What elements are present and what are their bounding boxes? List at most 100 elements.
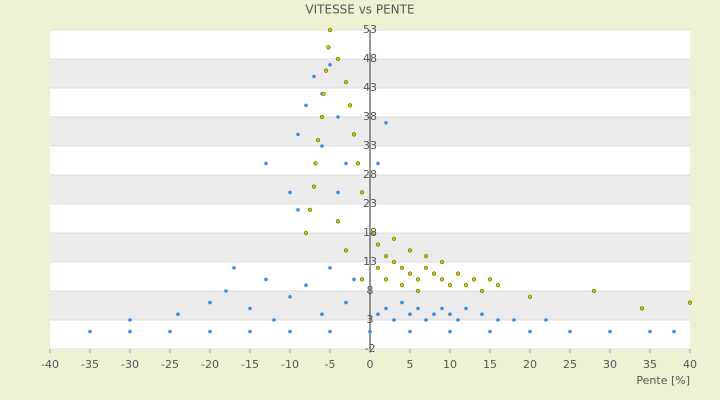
y-tick-label: 13 <box>363 255 377 268</box>
x-tick-label: -20 <box>201 358 219 371</box>
data-point <box>416 306 420 311</box>
x-tick-label: 10 <box>443 358 457 371</box>
data-point <box>328 266 332 270</box>
data-point <box>248 329 252 334</box>
x-tick-label: 20 <box>523 358 537 371</box>
data-point <box>320 144 324 148</box>
data-point <box>407 248 413 253</box>
data-point <box>208 329 212 334</box>
data-point <box>232 266 236 270</box>
data-point <box>439 277 445 282</box>
data-point <box>313 161 318 166</box>
x-tick-label: 0 <box>367 358 374 371</box>
data-point <box>304 283 308 288</box>
y-tick-label: 8 <box>367 284 374 297</box>
data-point <box>327 27 333 33</box>
data-point <box>296 132 300 137</box>
data-point <box>321 91 326 96</box>
data-point <box>672 329 676 334</box>
data-point <box>568 329 572 334</box>
data-point <box>351 132 357 137</box>
y-tick-label: 53 <box>363 23 377 36</box>
data-point <box>376 312 380 317</box>
data-point <box>371 230 377 236</box>
data-point <box>296 208 300 212</box>
x-tick-label: -5 <box>325 358 336 371</box>
data-point <box>336 190 340 195</box>
x-tick-label: -15 <box>241 358 259 371</box>
data-point <box>335 219 341 224</box>
data-point <box>687 300 693 305</box>
y-tick-label: 33 <box>363 139 377 152</box>
data-point <box>352 277 356 282</box>
data-point <box>335 56 341 62</box>
data-point <box>471 277 477 282</box>
data-point <box>375 242 381 247</box>
data-point <box>368 329 372 334</box>
data-point <box>326 45 331 50</box>
data-point <box>391 259 397 265</box>
data-point <box>400 300 404 305</box>
data-point <box>495 283 501 288</box>
x-axis-label: Pente [%] <box>636 374 690 387</box>
data-point <box>440 306 444 311</box>
y-tick-label: -2 <box>365 342 376 355</box>
data-point <box>431 271 437 276</box>
data-point <box>487 277 493 282</box>
data-point <box>384 306 388 311</box>
data-point <box>311 184 317 189</box>
x-tick-label: 35 <box>643 358 657 371</box>
data-point <box>384 121 388 125</box>
data-point <box>544 318 548 322</box>
y-tick-label: 23 <box>363 197 377 210</box>
data-point <box>455 271 461 276</box>
data-point <box>248 306 252 311</box>
data-point <box>264 277 268 282</box>
data-point <box>272 318 276 322</box>
data-point <box>168 329 172 334</box>
data-point <box>315 138 321 143</box>
x-tick-label: 5 <box>407 358 414 371</box>
data-point <box>448 329 452 334</box>
y-tick-label: 48 <box>363 52 377 65</box>
data-point <box>439 259 445 265</box>
data-point <box>591 288 597 294</box>
data-point <box>375 265 381 270</box>
data-point <box>432 312 436 317</box>
data-point <box>288 190 292 195</box>
data-point <box>323 68 329 73</box>
data-point <box>344 161 348 166</box>
data-point <box>448 312 452 317</box>
x-tick-label: 30 <box>603 358 617 371</box>
y-tick-label: 38 <box>363 110 377 123</box>
data-point <box>343 248 349 253</box>
y-tick-label: 18 <box>363 226 377 239</box>
data-point <box>128 329 132 334</box>
data-point <box>383 277 389 282</box>
y-tick-label: 3 <box>367 313 374 326</box>
y-tick-label: 43 <box>363 81 377 94</box>
data-point <box>399 283 405 288</box>
data-point <box>479 288 485 294</box>
data-point <box>208 300 212 305</box>
data-point <box>307 207 313 212</box>
data-point <box>415 288 421 294</box>
x-tick-label: -10 <box>281 358 299 371</box>
x-tick-label: 15 <box>483 358 497 371</box>
data-point <box>288 295 292 299</box>
data-point <box>392 318 396 322</box>
data-point <box>528 329 532 334</box>
data-point <box>648 329 652 334</box>
x-tick-label: -25 <box>161 358 179 371</box>
data-point <box>463 283 469 288</box>
x-tick-label: 25 <box>563 358 577 371</box>
data-point <box>376 161 380 166</box>
data-point <box>344 300 348 305</box>
data-point <box>264 161 268 166</box>
data-point <box>355 161 361 166</box>
data-point <box>128 318 132 322</box>
data-point <box>527 294 533 299</box>
y-tick-label: 28 <box>363 168 377 181</box>
data-point <box>359 190 365 195</box>
